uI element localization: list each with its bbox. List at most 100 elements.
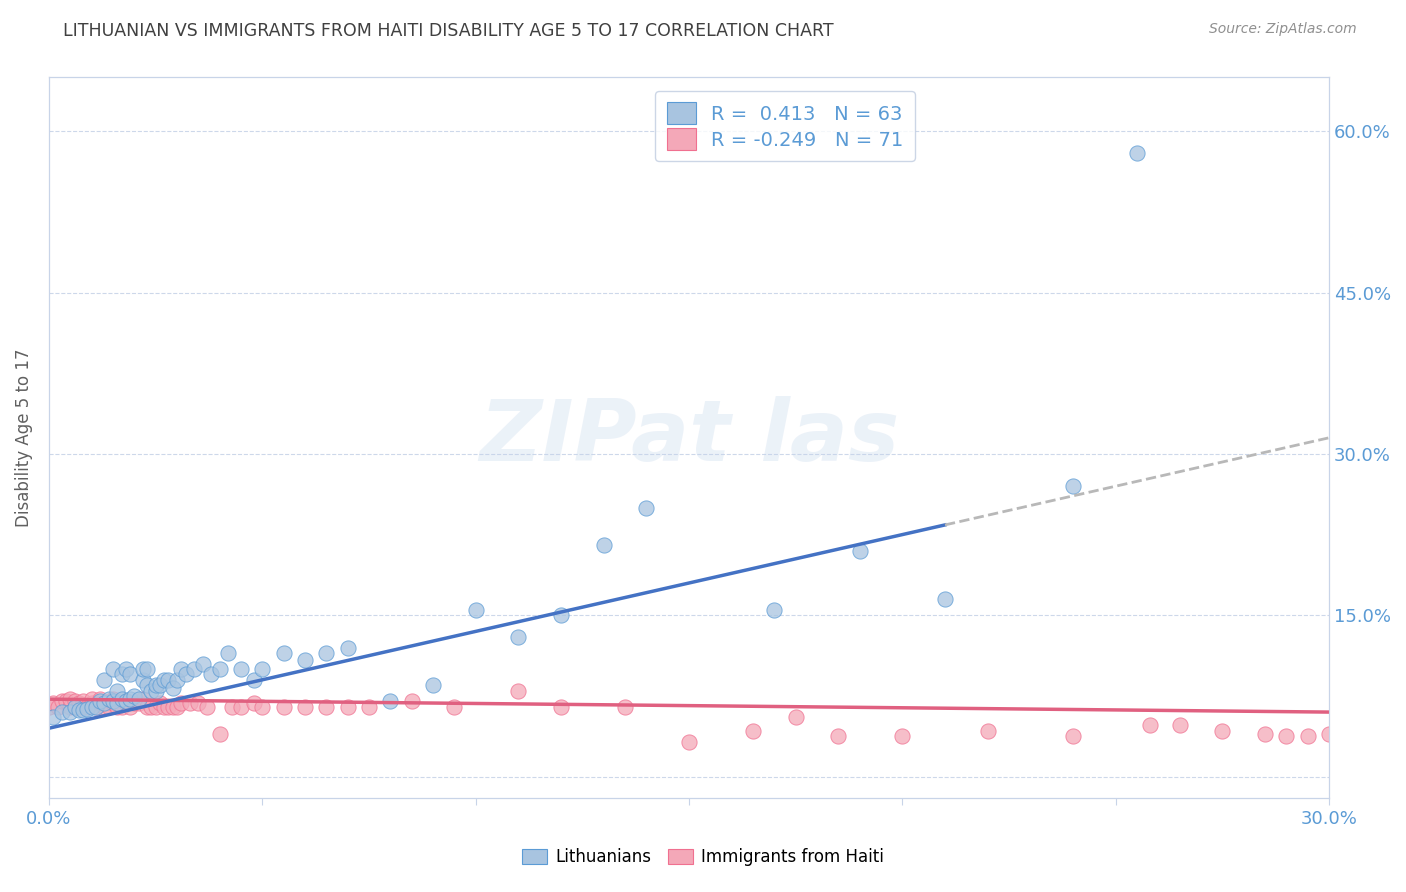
Point (124, 689, 146, 703)
Point (174, 667, 197, 681)
Point (614, 699, 637, 714)
Point (93, 697, 115, 711)
Point (93, 699, 115, 714)
Point (149, 697, 172, 711)
Point (97, 699, 120, 714)
Point (84, 699, 107, 714)
Legend: Lithuanians, Immigrants from Haiti: Lithuanians, Immigrants from Haiti (515, 842, 891, 873)
Point (1139, 718, 1161, 732)
Point (38, 699, 60, 714)
Point (157, 699, 180, 714)
Point (550, 699, 572, 714)
Point (89, 694, 111, 708)
Point (76, 702, 98, 716)
Point (636, 500, 658, 515)
Point (110, 692, 132, 706)
Point (128, 692, 150, 706)
Point (294, 699, 316, 714)
Point (208, 662, 231, 676)
Point (848, 543, 870, 558)
Point (242, 673, 264, 687)
Point (128, 697, 150, 711)
Point (443, 699, 465, 714)
Point (976, 724, 998, 739)
Point (1275, 729, 1298, 743)
Point (508, 630, 530, 644)
Point (170, 697, 193, 711)
Point (157, 673, 180, 687)
Point (1211, 724, 1233, 739)
Point (934, 592, 956, 607)
Point (132, 662, 155, 676)
Point (1062, 729, 1084, 743)
Point (508, 683, 530, 698)
Point (1317, 726, 1340, 740)
Point (141, 699, 163, 714)
Point (63, 699, 86, 714)
Point (51, 705, 73, 719)
Point (179, 697, 201, 711)
Point (89, 692, 111, 706)
Point (153, 673, 176, 687)
Point (72, 699, 94, 714)
Point (742, 724, 765, 739)
Point (59, 705, 82, 719)
Text: Source: ZipAtlas.com: Source: ZipAtlas.com (1209, 22, 1357, 37)
Point (118, 667, 141, 681)
Point (80, 692, 103, 706)
Point (336, 699, 359, 714)
Point (51, 694, 73, 708)
Point (195, 699, 218, 714)
Point (153, 699, 176, 714)
Point (149, 678, 172, 692)
Point (114, 697, 136, 711)
Point (1062, 479, 1084, 493)
Point (1254, 726, 1277, 740)
Point (132, 692, 155, 706)
Point (1168, 718, 1191, 732)
Point (1296, 729, 1319, 743)
Point (187, 697, 209, 711)
Point (273, 646, 295, 660)
Point (380, 694, 402, 708)
Point (336, 640, 359, 655)
Point (592, 538, 614, 552)
Point (166, 673, 188, 687)
Point (315, 699, 337, 714)
Text: LITHUANIAN VS IMMIGRANTS FROM HAITI DISABILITY AGE 5 TO 17 CORRELATION CHART: LITHUANIAN VS IMMIGRANTS FROM HAITI DISA… (63, 22, 834, 40)
Point (84, 699, 107, 714)
Point (114, 694, 136, 708)
Point (136, 678, 159, 692)
Point (294, 653, 316, 667)
Point (273, 699, 295, 714)
Point (217, 646, 239, 660)
Point (118, 699, 141, 714)
Point (891, 729, 914, 743)
Point (67, 703, 90, 717)
Point (93, 673, 115, 687)
Point (42, 710, 65, 724)
Point (101, 692, 124, 706)
Point (63, 699, 86, 714)
Point (114, 694, 136, 708)
Point (357, 699, 380, 714)
Point (678, 735, 700, 749)
Text: ZIPat las: ZIPat las (479, 396, 898, 479)
Point (145, 699, 167, 714)
Point (1126, 145, 1149, 160)
Point (229, 699, 252, 714)
Point (72, 694, 94, 708)
Point (105, 683, 128, 698)
Point (145, 683, 167, 698)
Legend: R =  0.413   N = 63, R = -0.249   N = 71: R = 0.413 N = 63, R = -0.249 N = 71 (655, 91, 915, 161)
Point (110, 699, 132, 714)
Point (166, 699, 188, 714)
Point (550, 608, 572, 623)
Point (118, 692, 141, 706)
Point (422, 678, 444, 692)
Point (110, 667, 132, 681)
Point (42, 697, 65, 711)
Point (72, 703, 94, 717)
Point (170, 662, 193, 676)
Point (827, 729, 849, 743)
